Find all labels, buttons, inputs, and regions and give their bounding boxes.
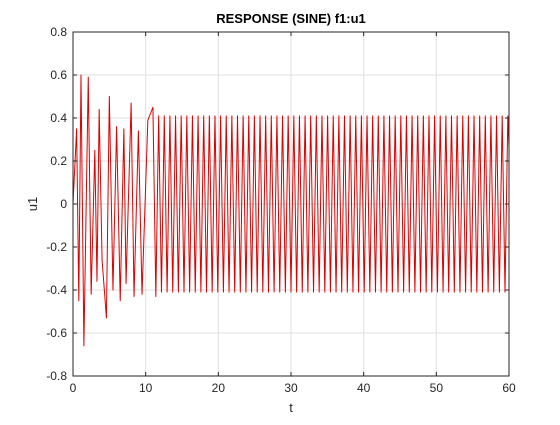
- y-tick-label: 0.8: [50, 25, 67, 39]
- y-tick-label: -0.4: [46, 283, 67, 297]
- x-tick-label: 10: [139, 381, 153, 395]
- x-tick-label: 40: [357, 381, 371, 395]
- x-tick-label: 0: [70, 381, 77, 395]
- series-line-u1: [72, 74, 510, 347]
- grid-lines: [73, 32, 509, 376]
- y-tick-label: -0.8: [46, 369, 67, 383]
- x-tick-label: 20: [212, 381, 226, 395]
- x-tick-label: 60: [502, 381, 516, 395]
- y-tick-label: 0.2: [50, 154, 67, 168]
- y-tick-label: -0.6: [46, 326, 67, 340]
- series-layer: [72, 74, 510, 347]
- y-tick-label: 0: [60, 197, 67, 211]
- x-axis-label: t: [289, 400, 293, 415]
- y-tick-label: 0.6: [50, 68, 67, 82]
- y-axis-label: u1: [25, 197, 40, 211]
- x-tick-label: 30: [284, 381, 298, 395]
- chart-title: RESPONSE (SINE) f1:u1: [216, 11, 366, 26]
- y-tick-label: -0.2: [46, 240, 67, 254]
- y-tick-label: 0.4: [50, 111, 67, 125]
- tick-layer: 0 10 20 30 40 50 60 -0.8 -0.6 -0.4 -0.2 0 0.2 0.4 0.6 0…: [46, 25, 516, 395]
- x-tick-label: 50: [430, 381, 444, 395]
